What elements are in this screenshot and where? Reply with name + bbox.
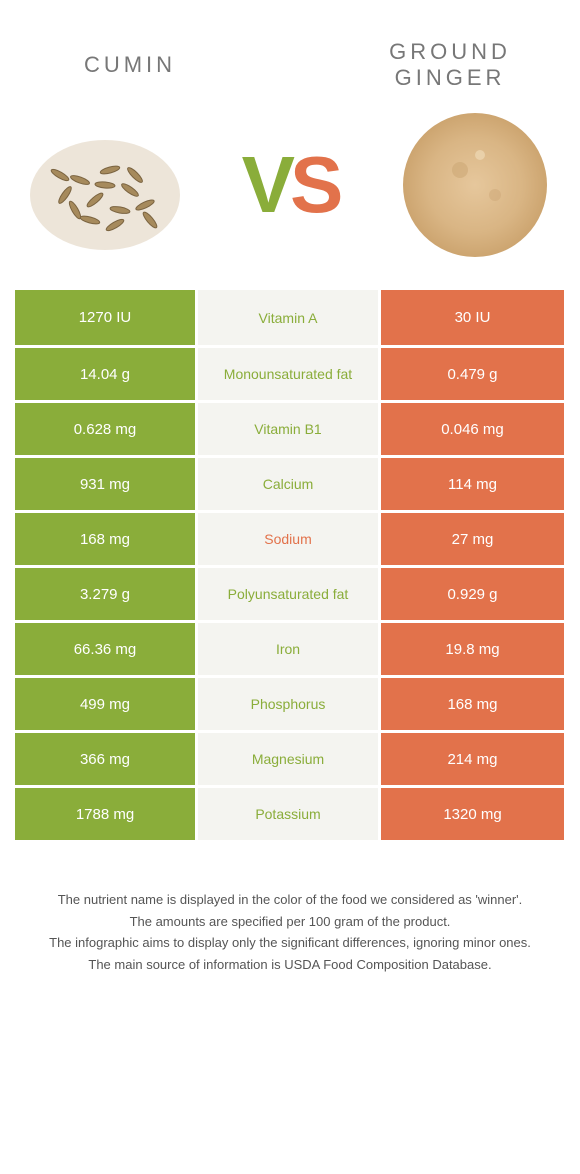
nutrient-label: Magnesium [198, 733, 381, 785]
table-row: 499 mgPhosphorus168 mg [15, 675, 565, 730]
table-row: 66.36 mgIron19.8 mg [15, 620, 565, 675]
footnote-line: The amounts are specified per 100 gram o… [30, 912, 550, 932]
nutrient-label: Sodium [198, 513, 381, 565]
right-food-title: GROUND GINGER [350, 39, 550, 92]
left-value: 366 mg [15, 733, 198, 785]
nutrient-label: Iron [198, 623, 381, 675]
left-value: 168 mg [15, 513, 198, 565]
table-row: 1788 mgPotassium1320 mg [15, 785, 565, 840]
nutrient-label: Vitamin A [198, 290, 381, 345]
left-value: 931 mg [15, 458, 198, 510]
cumin-image [20, 105, 190, 265]
left-value: 1788 mg [15, 788, 198, 840]
table-row: 366 mgMagnesium214 mg [15, 730, 565, 785]
right-value: 27 mg [381, 513, 564, 565]
vs-s: S [290, 140, 338, 229]
right-value: 214 mg [381, 733, 564, 785]
right-value: 1320 mg [381, 788, 564, 840]
left-value: 0.628 mg [15, 403, 198, 455]
nutrient-label: Potassium [198, 788, 381, 840]
table-row: 3.279 gPolyunsaturated fat0.929 g [15, 565, 565, 620]
ginger-image [390, 105, 560, 265]
nutrient-label: Monounsaturated fat [198, 348, 381, 400]
header: CUMIN GROUND GINGER [0, 0, 580, 100]
footnote-line: The main source of information is USDA F… [30, 955, 550, 975]
nutrient-label: Calcium [198, 458, 381, 510]
right-value: 19.8 mg [381, 623, 564, 675]
footnote-line: The nutrient name is displayed in the co… [30, 890, 550, 910]
left-value: 3.279 g [15, 568, 198, 620]
footnote-line: The infographic aims to display only the… [30, 933, 550, 953]
footnotes: The nutrient name is displayed in the co… [0, 840, 580, 974]
table-row: 931 mgCalcium114 mg [15, 455, 565, 510]
right-value: 0.479 g [381, 348, 564, 400]
left-value: 66.36 mg [15, 623, 198, 675]
left-value: 14.04 g [15, 348, 198, 400]
table-row: 0.628 mgVitamin B10.046 mg [15, 400, 565, 455]
images-row: VS [0, 100, 580, 290]
right-value: 0.046 mg [381, 403, 564, 455]
comparison-table: 1270 IUVitamin A30 IU14.04 gMonounsatura… [0, 290, 580, 840]
left-value: 499 mg [15, 678, 198, 730]
right-value: 0.929 g [381, 568, 564, 620]
table-row: 14.04 gMonounsaturated fat0.479 g [15, 345, 565, 400]
left-food-title: CUMIN [30, 52, 230, 78]
nutrient-label: Phosphorus [198, 678, 381, 730]
vs-v: V [242, 140, 290, 229]
right-value: 168 mg [381, 678, 564, 730]
vs-label: VS [242, 145, 339, 225]
table-row: 1270 IUVitamin A30 IU [15, 290, 565, 345]
table-row: 168 mgSodium27 mg [15, 510, 565, 565]
right-value: 30 IU [381, 290, 564, 345]
nutrient-label: Vitamin B1 [198, 403, 381, 455]
right-value: 114 mg [381, 458, 564, 510]
nutrient-label: Polyunsaturated fat [198, 568, 381, 620]
left-value: 1270 IU [15, 290, 198, 345]
